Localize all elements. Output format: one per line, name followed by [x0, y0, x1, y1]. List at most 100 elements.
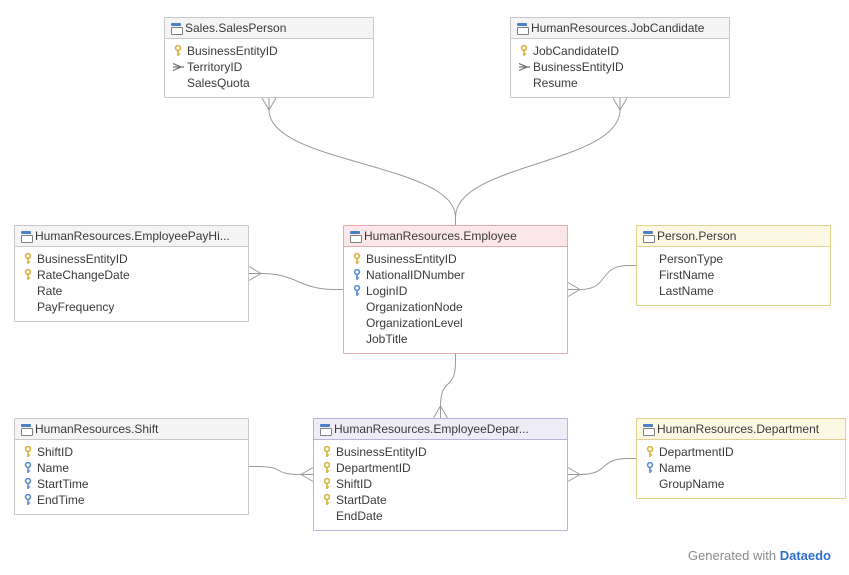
column-row: NationalIDNumber — [350, 267, 561, 283]
column-row: BusinessEntityID — [21, 251, 242, 267]
column-name: NationalIDNumber — [366, 268, 465, 282]
column-name: Name — [659, 461, 691, 475]
footer-brand: Dataedo — [780, 548, 831, 563]
table-payhistory[interactable]: HumanResources.EmployeePayHi... Business… — [14, 225, 249, 322]
column-row: BusinessEntityID — [320, 444, 561, 460]
column-name: FirstName — [659, 268, 714, 282]
table-body: BusinessEntityID RateChangeDate Rate PayFr… — [15, 247, 248, 321]
column-name: BusinessEntityID — [533, 60, 624, 74]
table-title: HumanResources.Shift — [35, 422, 158, 436]
column-row: BusinessEntityID — [350, 251, 561, 267]
pk-icon — [21, 446, 35, 458]
pk-icon — [517, 45, 531, 57]
column-row: ShiftID — [320, 476, 561, 492]
table-icon — [517, 23, 527, 33]
column-row: ShiftID — [21, 444, 242, 460]
pk-icon — [320, 478, 334, 490]
table-jobcandidate[interactable]: HumanResources.JobCandidate JobCandidate… — [510, 17, 730, 98]
uk-icon — [21, 478, 35, 490]
pk-icon — [320, 494, 334, 506]
column-row: Name — [21, 460, 242, 476]
pk-icon — [643, 446, 657, 458]
table-body: ShiftID Name StartTime EndTime — [15, 440, 248, 514]
column-name: Rate — [37, 284, 62, 298]
table-person[interactable]: Person.PersonPersonTypeFirstNameLastName — [636, 225, 831, 306]
column-row: Resume — [517, 75, 723, 91]
column-row: LastName — [643, 283, 824, 299]
column-name: StartDate — [336, 493, 387, 507]
table-shift[interactable]: HumanResources.Shift ShiftID Name StartT… — [14, 418, 249, 515]
column-row: GroupName — [643, 476, 839, 492]
column-row: DepartmentID — [320, 460, 561, 476]
column-row: EndTime — [21, 492, 242, 508]
table-header: Person.Person — [637, 226, 830, 247]
table-header: HumanResources.Shift — [15, 419, 248, 440]
column-name: Name — [37, 461, 69, 475]
column-name: BusinessEntityID — [336, 445, 427, 459]
column-name: DepartmentID — [336, 461, 411, 475]
column-name: BusinessEntityID — [37, 252, 128, 266]
uk-icon — [350, 285, 364, 297]
table-body: DepartmentID NameGroupName — [637, 440, 845, 498]
column-name: BusinessEntityID — [187, 44, 278, 58]
column-name: ShiftID — [336, 477, 372, 491]
table-body: PersonTypeFirstNameLastName — [637, 247, 830, 305]
table-title: HumanResources.Employee — [364, 229, 517, 243]
column-row: OrganizationNode — [350, 299, 561, 315]
column-name: PayFrequency — [37, 300, 114, 314]
uk-icon — [21, 494, 35, 506]
column-name: TerritoryID — [187, 60, 242, 74]
column-name: Resume — [533, 76, 578, 90]
table-department[interactable]: HumanResources.Department DepartmentID N… — [636, 418, 846, 499]
footer-prefix: Generated with — [688, 548, 780, 563]
table-title: HumanResources.Department — [657, 422, 819, 436]
column-row: Rate — [21, 283, 242, 299]
pk-icon — [21, 253, 35, 265]
column-name: RateChangeDate — [37, 268, 130, 282]
pk-icon — [320, 446, 334, 458]
column-name: DepartmentID — [659, 445, 734, 459]
column-row: EndDate — [320, 508, 561, 524]
column-row: SalesQuota — [171, 75, 367, 91]
erd-canvas: Sales.SalesPerson BusinessEntityID Terri… — [0, 0, 849, 575]
column-name: EndTime — [37, 493, 85, 507]
table-icon — [350, 231, 360, 241]
column-name: StartTime — [37, 477, 89, 491]
table-body: BusinessEntityID TerritoryIDSalesQuota — [165, 39, 373, 97]
table-body: BusinessEntityID DepartmentID ShiftID St… — [314, 440, 567, 530]
column-row: DepartmentID — [643, 444, 839, 460]
column-name: BusinessEntityID — [366, 252, 457, 266]
table-employee[interactable]: HumanResources.Employee BusinessEntityID… — [343, 225, 568, 354]
column-row: PayFrequency — [21, 299, 242, 315]
column-row: FirstName — [643, 267, 824, 283]
table-header: HumanResources.Department — [637, 419, 845, 440]
column-name: OrganizationLevel — [366, 316, 463, 330]
column-row: StartTime — [21, 476, 242, 492]
pk-icon — [171, 45, 185, 57]
column-row: BusinessEntityID — [517, 59, 723, 75]
table-title: HumanResources.JobCandidate — [531, 21, 704, 35]
column-name: EndDate — [336, 509, 383, 523]
column-name: OrganizationNode — [366, 300, 463, 314]
column-row: JobTitle — [350, 331, 561, 347]
table-icon — [643, 424, 653, 434]
table-icon — [21, 424, 31, 434]
column-row: BusinessEntityID — [171, 43, 367, 59]
column-row: TerritoryID — [171, 59, 367, 75]
column-row: LoginID — [350, 283, 561, 299]
column-row: RateChangeDate — [21, 267, 242, 283]
table-header: HumanResources.Employee — [344, 226, 567, 247]
table-title: HumanResources.EmployeePayHi... — [35, 229, 230, 243]
column-row: JobCandidateID — [517, 43, 723, 59]
table-header: HumanResources.JobCandidate — [511, 18, 729, 39]
table-body: JobCandidateID BusinessEntityID Resume — [511, 39, 729, 97]
uk-icon — [21, 462, 35, 474]
fk-icon — [517, 62, 531, 72]
table-header: Sales.SalesPerson — [165, 18, 373, 39]
table-empdept[interactable]: HumanResources.EmployeeDepar... Business… — [313, 418, 568, 531]
fk-icon — [171, 62, 185, 72]
column-name: LastName — [659, 284, 714, 298]
table-header: HumanResources.EmployeeDepar... — [314, 419, 567, 440]
uk-icon — [350, 269, 364, 281]
table-salesperson[interactable]: Sales.SalesPerson BusinessEntityID Terri… — [164, 17, 374, 98]
